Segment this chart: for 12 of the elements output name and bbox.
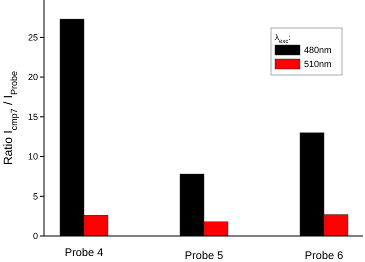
legend-title: λ$_{exc}$: <box>275 33 291 45</box>
x-tick-label: Probe 5 <box>184 250 224 262</box>
y-tick-label: 10 <box>28 152 38 162</box>
x-tick-label: Probe 4 <box>64 247 104 259</box>
y-tick-label: 20 <box>28 72 38 82</box>
y-tick-label: 25 <box>28 32 38 42</box>
legend-label: 510nm <box>304 59 332 70</box>
legend-label: 480nm <box>304 45 332 56</box>
y-tick-label: 0 <box>32 231 38 242</box>
y-tick-label: 5 <box>32 191 38 202</box>
y-tick-label: 15 <box>28 112 38 122</box>
x-tick-label: Probe 6 <box>304 250 344 262</box>
